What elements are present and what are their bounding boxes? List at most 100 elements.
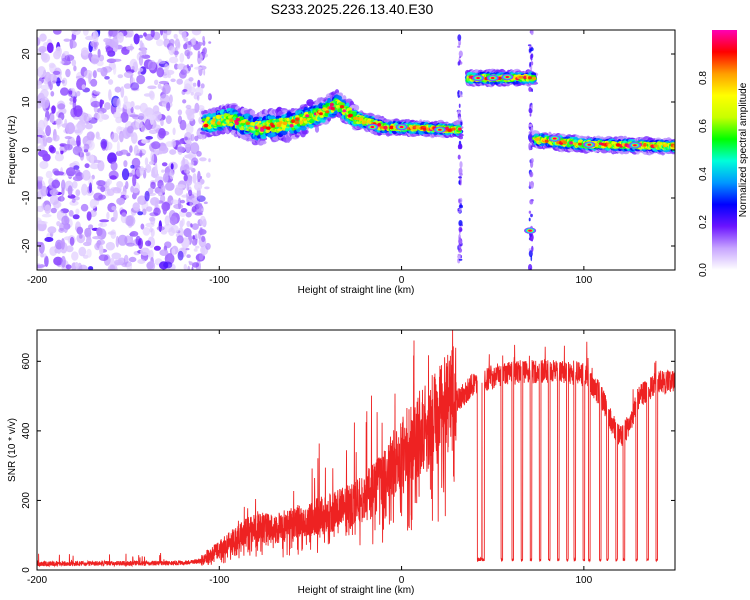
noise-speckle bbox=[114, 86, 122, 93]
noise-speckle bbox=[162, 87, 166, 97]
noise-speckle bbox=[115, 107, 123, 113]
noise-speckle bbox=[140, 247, 150, 256]
noise-speckle bbox=[79, 150, 85, 161]
gap-speckle bbox=[528, 135, 534, 143]
noise-speckle bbox=[137, 67, 144, 72]
gap-speckle bbox=[529, 113, 532, 117]
noise-speckle bbox=[123, 71, 134, 78]
noise-speckle bbox=[156, 226, 165, 231]
noise-speckle bbox=[72, 97, 77, 103]
gap-speckle bbox=[458, 248, 463, 253]
noise-speckle bbox=[194, 135, 199, 142]
noise-speckle bbox=[160, 230, 167, 235]
noise-speckle bbox=[157, 83, 162, 90]
noise-speckle bbox=[52, 70, 61, 75]
noise-speckle bbox=[76, 90, 81, 97]
signal-band-mark bbox=[306, 99, 314, 107]
noise-speckle bbox=[47, 226, 57, 234]
noise-speckle bbox=[122, 101, 133, 110]
noise-speckle bbox=[37, 102, 43, 109]
noise-speckle bbox=[106, 180, 110, 188]
noise-speckle bbox=[162, 30, 168, 41]
noise-speckle bbox=[63, 51, 70, 56]
noise-speckle bbox=[99, 219, 110, 223]
gap-speckle bbox=[457, 255, 461, 259]
noise-speckle bbox=[105, 241, 115, 251]
noise-speckle bbox=[203, 69, 206, 76]
gap-speckle bbox=[528, 107, 533, 114]
noise-speckle bbox=[96, 227, 103, 237]
noise-speckle bbox=[66, 139, 76, 146]
noise-speckle bbox=[117, 234, 128, 246]
noise-speckle bbox=[129, 231, 139, 237]
noise-speckle bbox=[147, 187, 154, 194]
noise-speckle bbox=[81, 183, 88, 196]
noise-speckle bbox=[191, 239, 198, 246]
noise-speckle bbox=[147, 85, 157, 90]
noise-speckle bbox=[97, 111, 104, 123]
noise-speckle bbox=[200, 83, 205, 89]
noise-speckle bbox=[192, 173, 197, 184]
noise-speckle bbox=[176, 78, 183, 85]
noise-speckle bbox=[60, 87, 69, 96]
noise-speckle bbox=[61, 77, 68, 87]
noise-speckle bbox=[59, 146, 65, 151]
noise-speckle bbox=[111, 36, 119, 48]
gap-speckle bbox=[458, 208, 462, 211]
noise-speckle bbox=[160, 184, 166, 194]
noise-speckle bbox=[111, 252, 122, 260]
noise-speckle bbox=[103, 38, 110, 43]
noise-speckle bbox=[59, 60, 65, 64]
noise-speckle bbox=[142, 208, 147, 216]
noise-speckle bbox=[56, 171, 65, 176]
noise-speckle bbox=[85, 35, 95, 41]
spectrogram-marks bbox=[37, 30, 675, 270]
noise-speckle bbox=[201, 208, 204, 212]
noise-speckle bbox=[93, 91, 101, 95]
noise-speckle bbox=[188, 167, 194, 171]
noise-speckle bbox=[83, 69, 93, 79]
signal-band-mark bbox=[353, 104, 360, 112]
noise-speckle bbox=[153, 207, 161, 216]
noise-speckle bbox=[168, 45, 175, 56]
gap-speckle bbox=[457, 34, 462, 42]
noise-speckle bbox=[197, 50, 201, 59]
noise-speckle bbox=[149, 227, 153, 233]
noise-speckle bbox=[71, 251, 79, 261]
noise-speckle bbox=[173, 139, 183, 146]
noise-speckle bbox=[120, 111, 129, 123]
noise-speckle bbox=[105, 46, 114, 53]
noise-speckle bbox=[150, 172, 160, 178]
noise-speckle bbox=[90, 54, 100, 65]
noise-speckle bbox=[193, 248, 198, 252]
noise-speckle bbox=[89, 198, 97, 209]
noise-speckle bbox=[46, 42, 54, 54]
noise-speckle bbox=[69, 40, 77, 49]
noise-speckle bbox=[72, 175, 83, 182]
noise-speckle bbox=[199, 58, 202, 64]
noise-speckle bbox=[186, 180, 190, 188]
noise-speckle bbox=[177, 109, 183, 116]
noise-speckle bbox=[81, 169, 91, 181]
noise-speckle bbox=[104, 76, 110, 80]
noise-speckle bbox=[186, 64, 190, 69]
noise-speckle bbox=[65, 264, 72, 270]
noise-speckle bbox=[110, 161, 118, 171]
noise-speckle bbox=[181, 218, 185, 226]
noise-speckle bbox=[184, 49, 190, 57]
noise-speckle bbox=[202, 47, 207, 55]
noise-speckle bbox=[202, 35, 206, 42]
noise-speckle bbox=[150, 181, 156, 190]
noise-speckle bbox=[76, 135, 81, 147]
noise-speckle bbox=[109, 175, 117, 180]
noise-speckle bbox=[186, 168, 190, 175]
noise-speckle bbox=[194, 66, 203, 70]
noise-speckle bbox=[92, 30, 99, 43]
noise-speckle bbox=[183, 263, 187, 270]
noise-speckle bbox=[137, 211, 144, 216]
noise-speckle bbox=[112, 187, 122, 194]
noise-speckle bbox=[145, 164, 152, 173]
noise-speckle bbox=[189, 199, 193, 207]
noise-speckle bbox=[88, 266, 94, 270]
gap-speckle bbox=[458, 103, 461, 109]
